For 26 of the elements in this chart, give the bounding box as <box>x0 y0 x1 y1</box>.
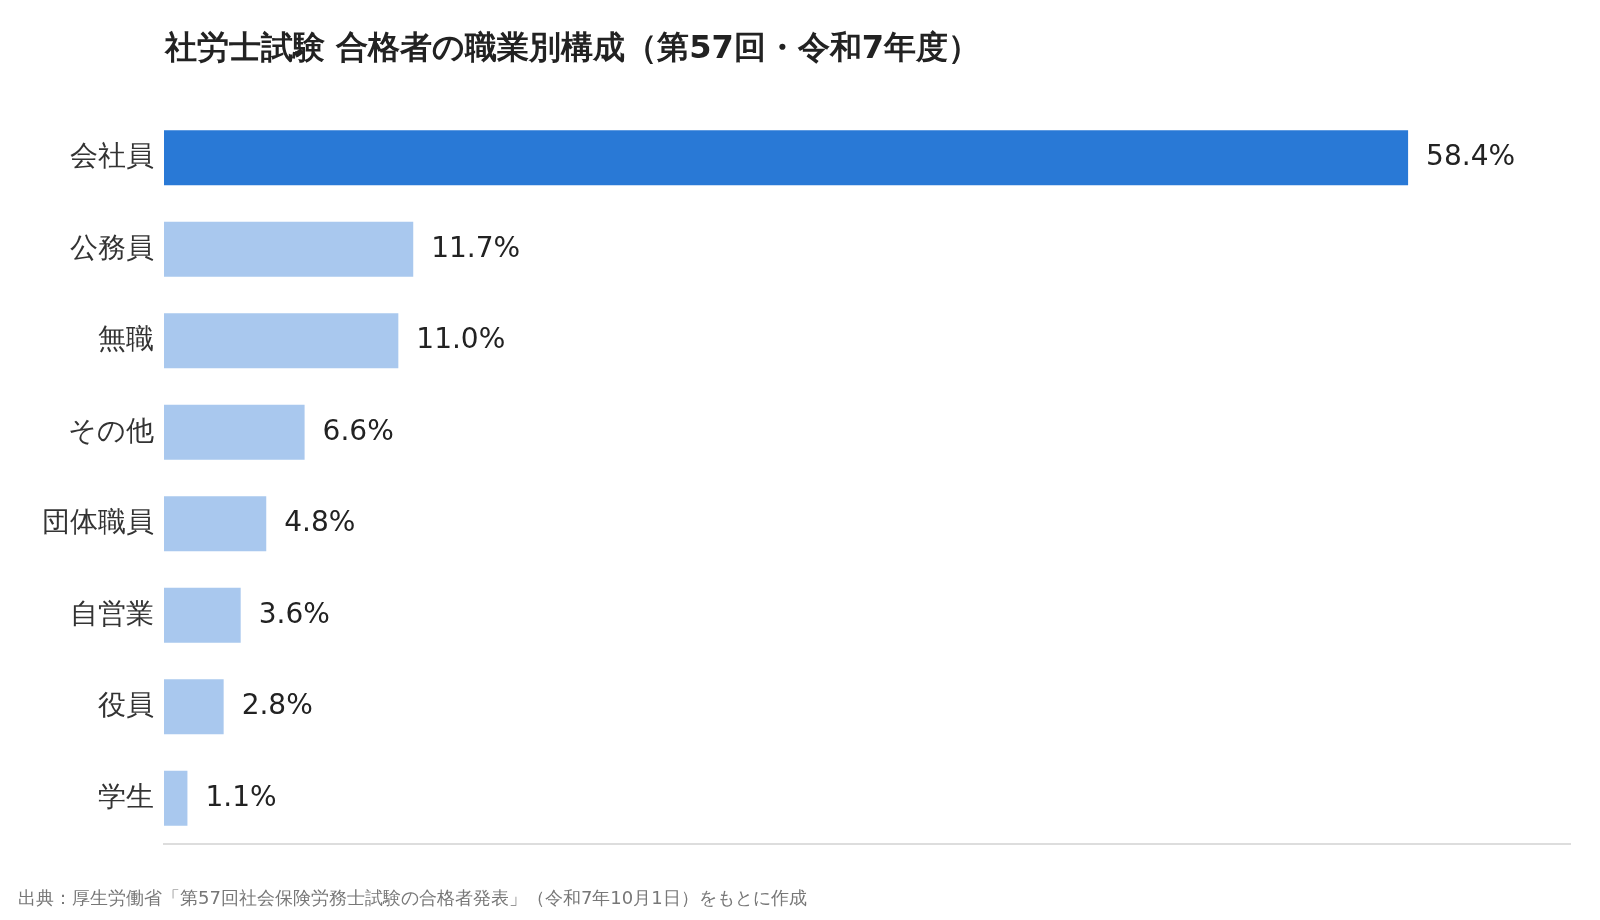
y-tick-label: 無職 <box>98 322 154 356</box>
data-label: 4.8% <box>284 505 356 539</box>
y-tick-label: 自営業 <box>70 596 154 630</box>
chart-title: 社労士試験 合格者の職業別構成（第57回・令和7年度） <box>165 27 980 68</box>
data-label: 1.1% <box>205 779 277 813</box>
bar <box>164 679 224 735</box>
data-label: 3.6% <box>258 596 330 630</box>
data-label: 11.0% <box>416 322 506 356</box>
bar <box>164 587 241 643</box>
data-label: 2.8% <box>241 688 313 722</box>
bar <box>164 404 305 460</box>
bar <box>164 130 1409 186</box>
data-label: 11.7% <box>431 230 521 264</box>
bar <box>164 221 414 277</box>
data-label: 6.6% <box>322 413 394 447</box>
data-label: 58.4% <box>1426 139 1516 173</box>
source-note: 出典：厚生労働省「第57回社会保険労務士試験の合格者発表」（令和7年10月1日）をもとに作成 <box>18 886 807 910</box>
y-tick-label: 会社員 <box>70 139 154 173</box>
bar <box>164 770 188 826</box>
y-tick-label: 役員 <box>98 688 154 722</box>
y-tick-label: 公務員 <box>70 230 154 264</box>
bar <box>164 313 399 369</box>
bar <box>164 496 267 552</box>
y-tick-label: その他 <box>68 413 154 447</box>
y-tick-label: 学生 <box>98 779 154 813</box>
y-tick-label: 団体職員 <box>42 505 154 539</box>
